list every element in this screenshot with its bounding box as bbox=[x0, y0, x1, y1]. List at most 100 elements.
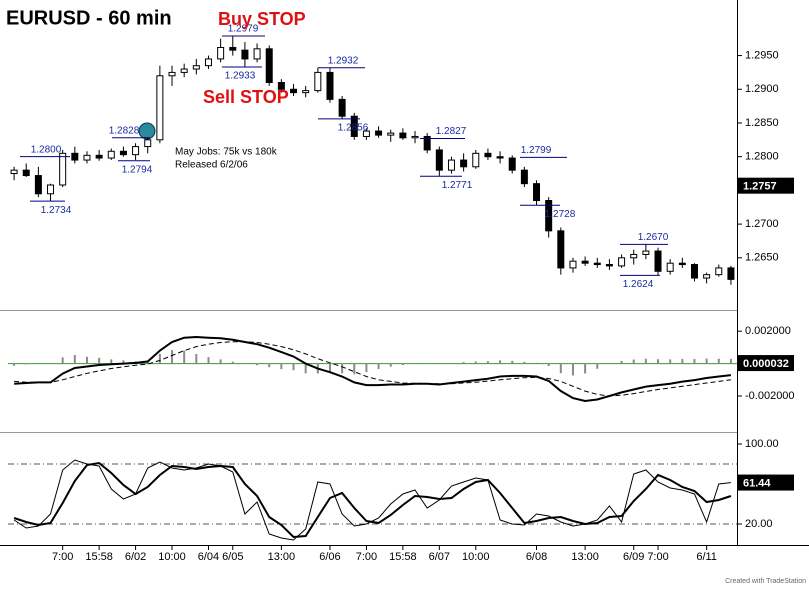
candle-body bbox=[558, 231, 564, 268]
stop-level-label: 1.2933 bbox=[225, 71, 256, 82]
y-tick-label: 0.002000 bbox=[745, 325, 791, 337]
histogram-bar bbox=[536, 363, 538, 364]
histogram-bar bbox=[98, 358, 100, 364]
histogram-bar bbox=[645, 359, 647, 364]
x-tick-label: 10:00 bbox=[158, 551, 186, 563]
y-tick-label: 1.2700 bbox=[745, 218, 779, 230]
candle-body bbox=[388, 133, 394, 135]
x-tick-label: 6/02 bbox=[125, 551, 146, 563]
x-tick-label: 6/11 bbox=[696, 551, 717, 563]
y-tick-label: 1.2650 bbox=[745, 252, 779, 264]
candle-body bbox=[509, 158, 515, 170]
histogram-bar bbox=[548, 364, 550, 366]
stop-level-label: 1.2828 bbox=[109, 125, 140, 136]
histogram-bar bbox=[268, 364, 270, 368]
candle-body bbox=[169, 72, 175, 75]
histogram-bar bbox=[159, 354, 161, 364]
histogram-bar bbox=[693, 359, 695, 364]
histogram-bar bbox=[183, 351, 185, 364]
candle-body bbox=[72, 153, 78, 160]
histogram-bar bbox=[280, 364, 282, 370]
x-tick-label: 6/06 bbox=[319, 551, 340, 563]
candle-body bbox=[667, 263, 673, 271]
candle-body bbox=[448, 160, 454, 170]
histogram-bar bbox=[86, 357, 88, 364]
histogram-bar bbox=[523, 362, 525, 364]
x-tick-label: 6/08 bbox=[526, 551, 547, 563]
candle-body bbox=[315, 72, 321, 90]
y-tick-label: 1.2950 bbox=[745, 49, 779, 61]
histogram-bar bbox=[256, 364, 258, 366]
histogram-bar bbox=[171, 350, 173, 363]
stop-level-label: 1.2728 bbox=[545, 209, 576, 220]
histogram-bar bbox=[232, 362, 234, 364]
candle-body bbox=[400, 133, 406, 138]
candle-body bbox=[120, 151, 126, 154]
histogram-bar bbox=[657, 359, 659, 363]
stop-level-label: 1.2734 bbox=[41, 205, 72, 216]
histogram-bar bbox=[596, 364, 598, 369]
candle-body bbox=[643, 251, 649, 254]
candle-body bbox=[594, 263, 600, 264]
histogram-bar bbox=[669, 359, 671, 363]
x-tick-label: 15:58 bbox=[389, 551, 417, 563]
x-tick-label: 13:00 bbox=[571, 551, 599, 563]
candle-body bbox=[606, 265, 612, 266]
y-tick-label: 100.00 bbox=[745, 438, 779, 450]
candle-body bbox=[631, 254, 637, 257]
histogram-bar bbox=[584, 364, 586, 374]
stop-level-label: 1.2794 bbox=[122, 164, 153, 175]
candle-body bbox=[570, 261, 576, 268]
histogram-bar bbox=[293, 364, 295, 371]
x-tick-label: 15:58 bbox=[85, 551, 113, 563]
histogram-bar bbox=[13, 364, 15, 366]
last-value-label: 61.44 bbox=[743, 477, 771, 489]
annotation: Released 6/2/06 bbox=[175, 160, 248, 171]
candle-body bbox=[691, 265, 697, 278]
histogram-bar bbox=[463, 362, 465, 363]
stop-level-label: 1.2670 bbox=[638, 232, 669, 243]
histogram-bar bbox=[621, 361, 623, 364]
candle-body bbox=[728, 268, 734, 279]
candle-body bbox=[376, 131, 382, 135]
candle-body bbox=[619, 258, 625, 266]
candle-body bbox=[35, 176, 41, 194]
histogram-bar bbox=[365, 364, 367, 373]
histogram-bar bbox=[207, 357, 209, 363]
x-tick-label: 13:00 bbox=[268, 551, 296, 563]
stop-level-label: 1.2856 bbox=[338, 123, 369, 134]
candle-body bbox=[193, 66, 199, 69]
histogram-bar bbox=[487, 361, 489, 363]
candle-body bbox=[23, 170, 29, 175]
histogram-bar bbox=[220, 359, 222, 363]
candle-body bbox=[339, 99, 345, 116]
histogram-bar bbox=[62, 357, 64, 363]
candle-body bbox=[291, 89, 297, 92]
candle-body bbox=[704, 275, 710, 278]
candle-body bbox=[145, 140, 151, 147]
candle-body bbox=[327, 72, 333, 99]
candle-body bbox=[412, 136, 418, 137]
histogram-bar bbox=[475, 361, 477, 363]
x-tick-label: 7:00 bbox=[356, 551, 377, 563]
stop-level-label: 1.2800 bbox=[31, 144, 62, 155]
candle-body bbox=[205, 59, 211, 66]
candle-body bbox=[497, 157, 503, 158]
stop-level-label: 1.2932 bbox=[328, 55, 359, 66]
histogram-bar bbox=[390, 364, 392, 367]
candle-body bbox=[473, 153, 479, 166]
candle-body bbox=[534, 184, 540, 201]
histogram-bar bbox=[110, 359, 112, 363]
y-tick-label: 1.2800 bbox=[745, 151, 779, 163]
last-value-label: 0.000032 bbox=[743, 358, 789, 370]
event-marker bbox=[139, 123, 155, 139]
histogram-bar bbox=[438, 364, 440, 365]
histogram-bar bbox=[341, 364, 343, 374]
candle-body bbox=[716, 268, 722, 275]
candle-body bbox=[84, 155, 90, 160]
histogram-bar bbox=[718, 359, 720, 364]
candle-body bbox=[230, 47, 236, 50]
candle-body bbox=[461, 160, 467, 167]
y-tick-label: -0.002000 bbox=[745, 390, 795, 402]
